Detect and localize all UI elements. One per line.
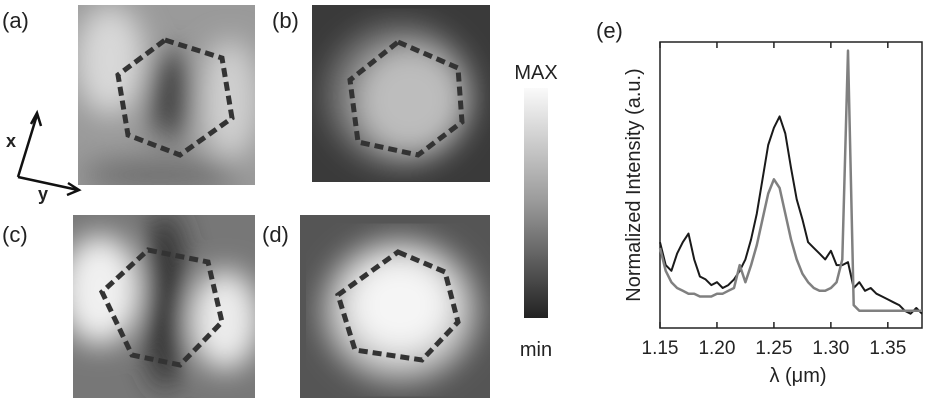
- hexagon-outline: [335, 249, 461, 363]
- panel-label: (b): [272, 8, 299, 33]
- y-axis-label: Normalized Intensity (a.u.): [623, 68, 645, 301]
- hexagon-outline: [115, 37, 235, 158]
- data-line: [658, 49, 922, 313]
- x-tick-label: 1.30: [812, 338, 849, 359]
- x-tick-label: 1.25: [755, 338, 792, 359]
- colorbar-max: MAX: [514, 62, 557, 84]
- axis-icon-label: y: [38, 184, 48, 204]
- x-tick-label: 1.35: [869, 338, 906, 359]
- hexagon-outline: [347, 39, 465, 158]
- axis-icon-label: x: [6, 131, 16, 151]
- panel-label: (c): [2, 222, 28, 247]
- chart-title: (e): [596, 18, 623, 43]
- x-tick-label: 1.20: [698, 338, 735, 359]
- panel-label: (a): [2, 8, 29, 33]
- plot-frame: [659, 41, 923, 329]
- image-b: [312, 5, 490, 182]
- colorbar-min: min: [520, 339, 552, 361]
- image-c: [73, 215, 255, 398]
- hexagon-outline: [98, 247, 225, 368]
- x-tick-label: 1.15: [642, 338, 679, 359]
- axes-icon: [16, 109, 82, 197]
- x-axis-label: λ (μm): [769, 365, 826, 387]
- data-line: [659, 115, 923, 315]
- image-a: [78, 5, 255, 185]
- colorbar: [524, 88, 548, 318]
- image-d: [300, 215, 490, 398]
- panel-label: (d): [262, 222, 289, 247]
